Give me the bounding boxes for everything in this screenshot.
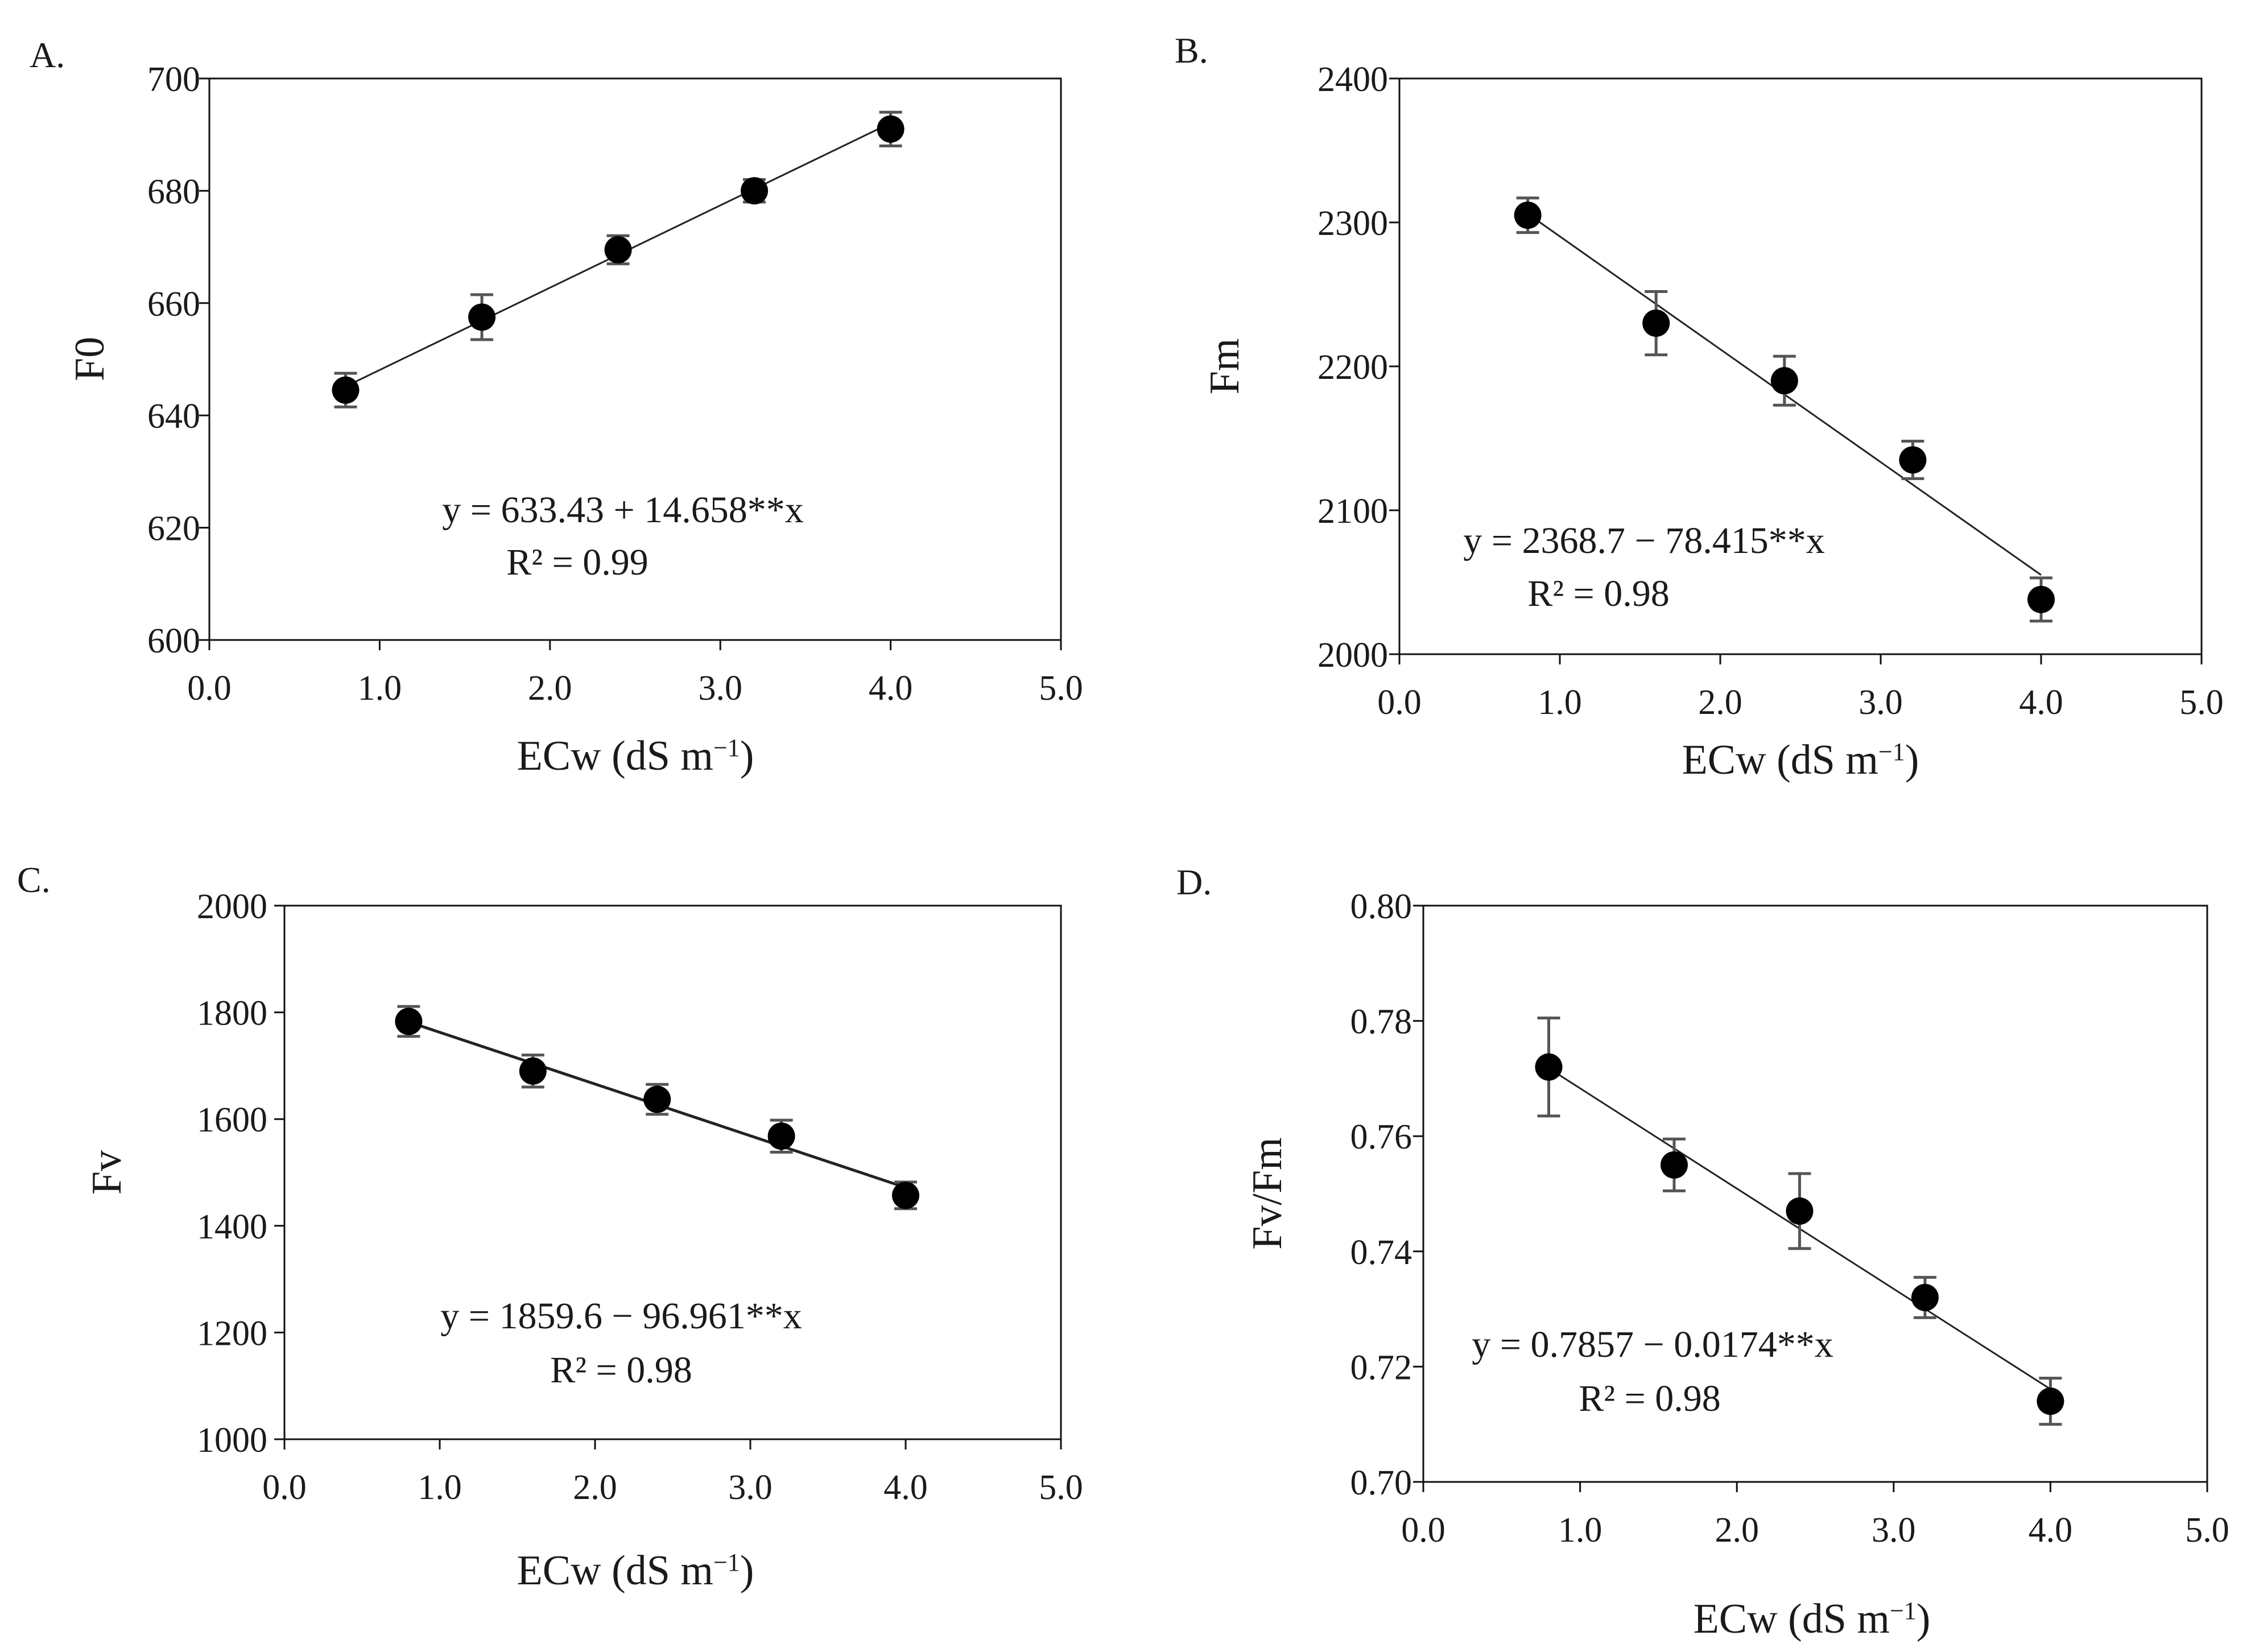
chart-panel-4: D. 0.70 0.72 0.74 0.76 0.78 0.80 0.0 1.0 2.0 3.0 4.… — [1176, 862, 2229, 1642]
x-tick-label: 0.0 — [1377, 683, 1422, 722]
chart-panel-3: C. 1000 1200 1400 1600 1800 2000 0.0 1.0 2.0 3.0 4.… — [17, 860, 1083, 1594]
r-squared: R² = 0.98 — [550, 1349, 692, 1391]
panel-letter: B. — [1175, 30, 1208, 71]
y-tick-label: 700 — [147, 60, 200, 99]
panel-letter: A. — [30, 35, 65, 75]
x-tick-label: 3.0 — [1872, 1511, 1916, 1550]
r-squared: R² = 0.99 — [506, 542, 649, 583]
y-tick-label: 0.80 — [1350, 887, 1413, 926]
x-tick-label: 5.0 — [2185, 1511, 2229, 1550]
plot-frame — [208, 77, 1062, 641]
y-tick-label: 1800 — [197, 994, 267, 1033]
data-point — [1899, 446, 1927, 474]
x-tick-label: 4.0 — [869, 669, 913, 708]
data-point — [468, 303, 496, 331]
y-axis-title: Fm — [1201, 338, 1248, 395]
regression-equation: y = 0.7857 − 0.0174**x — [1472, 1324, 1833, 1365]
data-point — [1535, 1053, 1563, 1081]
data-point — [1660, 1151, 1688, 1179]
x-tick-label: 1.0 — [1558, 1511, 1603, 1550]
x-tick-label: 3.0 — [698, 669, 742, 708]
data-point — [892, 1182, 919, 1209]
y-tick-label: 1600 — [197, 1101, 267, 1139]
y-tick-label: 2000 — [197, 887, 267, 926]
x-tick-label: 2.0 — [1715, 1511, 1759, 1550]
y-tick-label: 640 — [147, 397, 200, 436]
x-tick-label: 4.0 — [2019, 683, 2063, 722]
x-tick-label: 4.0 — [2029, 1511, 2073, 1550]
y-tick-label: 0.74 — [1350, 1233, 1413, 1272]
plot-frame — [1422, 905, 2208, 1483]
x-tick-label: 0.0 — [1401, 1511, 1445, 1550]
data-point — [1770, 367, 1798, 395]
x-tick-label: 2.0 — [1698, 683, 1742, 722]
data-point — [643, 1085, 671, 1113]
data-point — [877, 115, 905, 143]
x-tick-label: 0.0 — [262, 1468, 307, 1507]
y-tick-label: 0.70 — [1350, 1464, 1413, 1502]
y-tick-label: 0.78 — [1350, 1003, 1413, 1042]
x-tick-label: 5.0 — [2179, 683, 2224, 722]
y-tick-label: 1400 — [197, 1208, 267, 1246]
y-axis-title: Fv/Fm — [1244, 1137, 1291, 1249]
y-tick-label: 2000 — [1318, 636, 1388, 675]
y-tick-label: 600 — [147, 622, 200, 660]
y-tick-label: 1200 — [197, 1314, 267, 1353]
data-point — [332, 376, 360, 404]
x-tick-label: 5.0 — [1039, 669, 1083, 708]
x-tick-label: 3.0 — [1858, 683, 1903, 722]
chart-panel-1: A. 600 620 640 660 680 700 0.0 1.0 2.0 3.0 4.0 5.0 EC… — [30, 35, 1083, 779]
y-tick-label: 2100 — [1318, 492, 1388, 531]
x-tick-label: 1.0 — [418, 1468, 462, 1507]
data-point — [2037, 1387, 2064, 1415]
x-tick-label: 1.0 — [358, 669, 402, 708]
y-tick-label: 2400 — [1318, 60, 1388, 99]
x-tick-label: 2.0 — [573, 1468, 617, 1507]
plot-frame — [283, 905, 1062, 1440]
r-squared: R² = 0.98 — [1579, 1378, 1721, 1419]
y-tick-label: 0.72 — [1350, 1348, 1413, 1387]
data-point — [1514, 201, 1542, 229]
x-tick-label: 3.0 — [728, 1468, 773, 1507]
data-point — [1786, 1197, 1814, 1225]
y-tick-label: 680 — [147, 172, 200, 211]
regression-equation: y = 2368.7 − 78.415**x — [1463, 520, 1824, 561]
data-point — [2027, 585, 2055, 613]
data-point — [519, 1057, 547, 1085]
y-tick-label: 620 — [147, 510, 200, 548]
y-tick-label: 0.76 — [1350, 1118, 1413, 1157]
y-tick-label: 2300 — [1318, 204, 1388, 243]
x-axis-title: ECw (dS m−1) — [1694, 1596, 1931, 1642]
x-axis-title: ECw (dS m−1) — [517, 1547, 754, 1594]
x-tick-label: 0.0 — [187, 669, 232, 708]
panel-letter: D. — [1176, 862, 1212, 902]
y-tick-label: 1000 — [197, 1421, 267, 1460]
x-tick-label: 4.0 — [883, 1468, 928, 1507]
data-point — [395, 1007, 423, 1035]
r-squared: R² = 0.98 — [1527, 573, 1670, 614]
x-tick-label: 2.0 — [528, 669, 572, 708]
data-point — [741, 177, 769, 205]
x-axis-title: ECw (dS m−1) — [1682, 737, 1919, 783]
x-tick-label: 1.0 — [1538, 683, 1582, 722]
x-tick-label: 5.0 — [1039, 1468, 1083, 1507]
y-tick-label: 2200 — [1318, 348, 1388, 387]
y-axis-title: Fv — [84, 1150, 130, 1195]
chart-panel-2: B. 2000 2100 2200 2300 2400 0.0 1.0 2.0 3.0 4.0 5.0… — [1175, 30, 2224, 783]
data-point — [767, 1122, 795, 1150]
plot-frame — [1398, 77, 2203, 655]
regression-equation: y = 633.43 + 14.658**x — [442, 489, 803, 531]
regression-equation: y = 1859.6 − 96.961**x — [440, 1295, 802, 1337]
data-point — [604, 236, 632, 264]
data-point — [1642, 309, 1670, 337]
panel-letter: C. — [17, 860, 51, 900]
x-axis-title: ECw (dS m−1) — [517, 733, 754, 779]
y-tick-label: 660 — [147, 285, 200, 324]
y-axis-title: F0 — [67, 337, 113, 381]
data-point — [1911, 1283, 1939, 1311]
